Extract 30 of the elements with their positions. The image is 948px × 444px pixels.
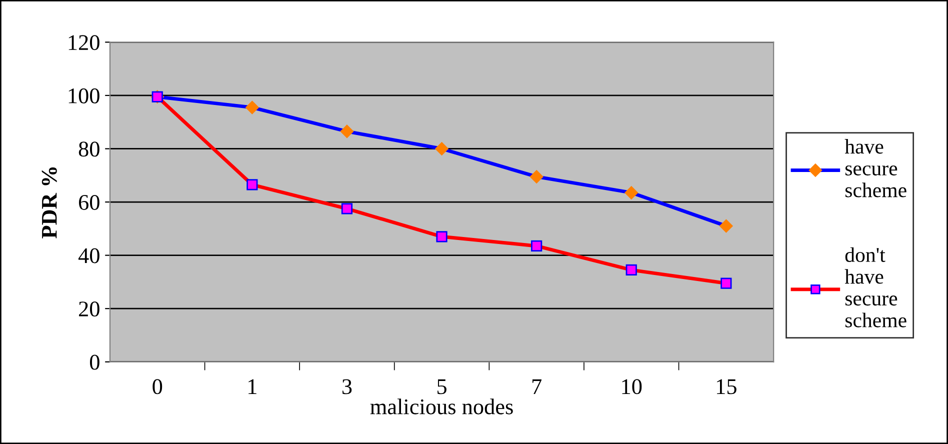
point — [340, 124, 354, 138]
x-tick-label: 7 — [532, 379, 542, 394]
point — [720, 278, 732, 289]
point — [530, 170, 544, 184]
x-tick-label: 15 — [717, 379, 736, 394]
y-tick-label: 80 — [78, 142, 100, 157]
x-tick-label: 3 — [342, 379, 352, 394]
point — [246, 179, 258, 190]
point — [624, 186, 638, 200]
y-tick-label: 120 — [68, 35, 100, 50]
point — [435, 142, 448, 156]
point — [246, 100, 259, 114]
x-tick-label: 1 — [248, 379, 256, 394]
x-tick-label: 0 — [152, 379, 162, 394]
y-axis-title: PDR % — [42, 167, 57, 238]
point — [720, 219, 733, 233]
y-tick-label: 40 — [78, 248, 100, 264]
point — [531, 240, 542, 252]
point — [341, 203, 353, 214]
y-tick-label: 100 — [68, 88, 100, 104]
x-axis-title: malicious nodes — [370, 398, 513, 414]
y-tick-label: 60 — [78, 194, 100, 210]
x-tick-label: 5 — [438, 379, 446, 394]
point — [626, 264, 637, 276]
legend-label: don't have secure scheme — [844, 247, 906, 328]
y-tick-label: 20 — [79, 302, 100, 317]
x-tick-label: 10 — [622, 379, 642, 394]
point — [436, 231, 448, 242]
legend-label: have secure scheme — [844, 139, 906, 198]
y-tick-label: 0 — [90, 354, 100, 370]
